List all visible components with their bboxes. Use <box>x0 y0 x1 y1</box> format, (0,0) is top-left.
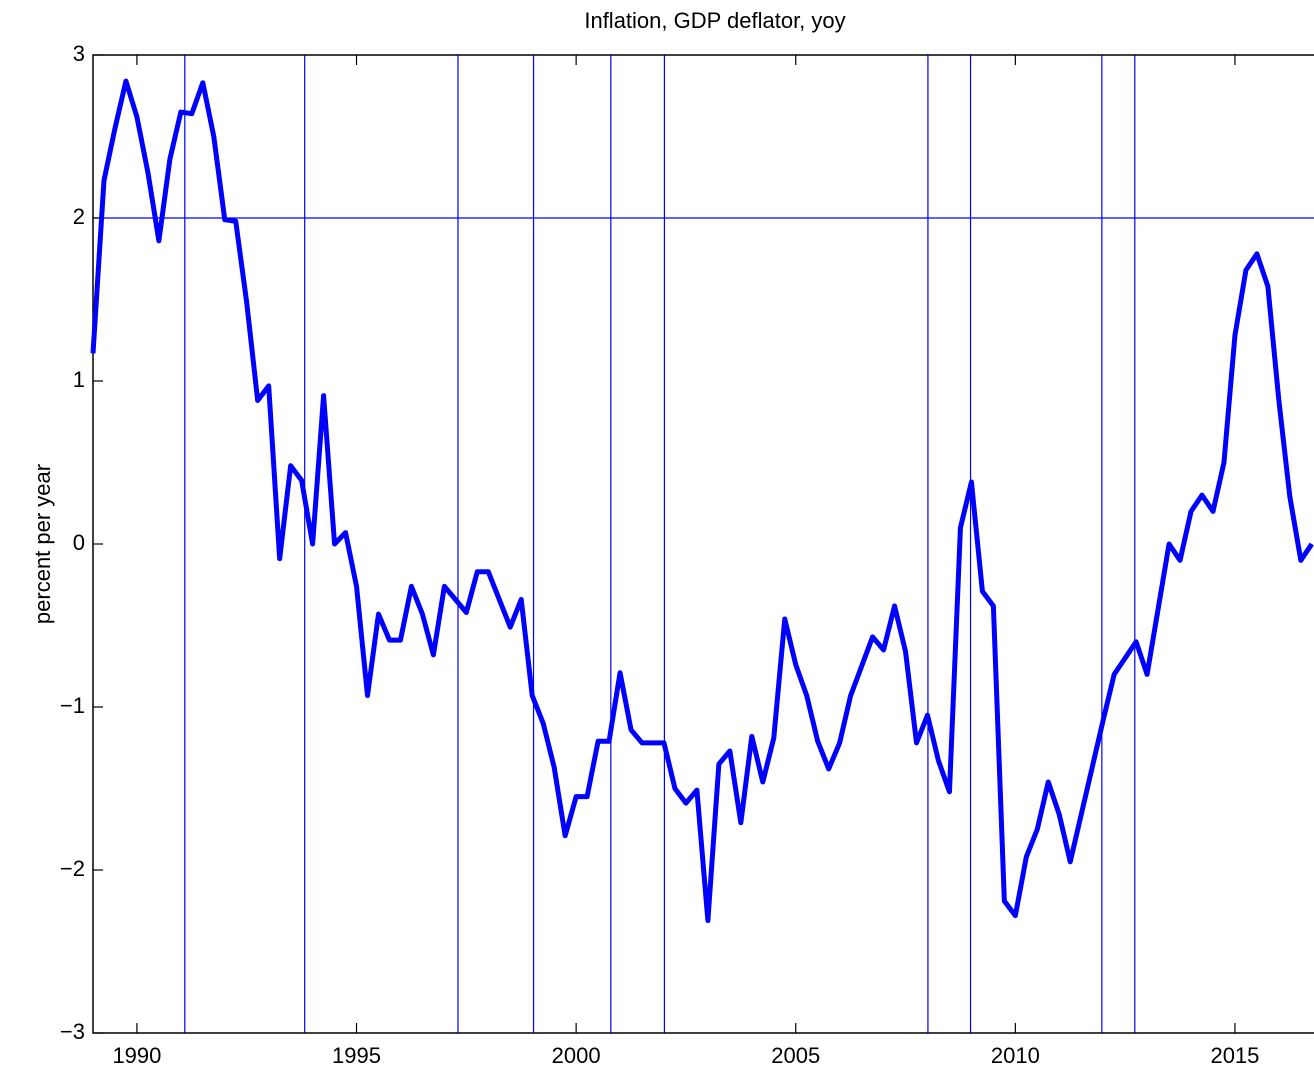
y-tick-label: 2 <box>73 204 85 229</box>
x-tick-label: 1990 <box>112 1043 161 1068</box>
chart-title: Inflation, GDP deflator, yoy <box>584 8 845 33</box>
data-line <box>90 78 1314 924</box>
y-tick-label: −1 <box>60 693 85 718</box>
x-tick-label: 1995 <box>332 1043 381 1068</box>
y-tick-label: −2 <box>60 856 85 881</box>
y-axis-label: percent per year <box>30 464 55 624</box>
x-tick-label: 2000 <box>552 1043 601 1068</box>
y-tick-label: 3 <box>73 41 85 66</box>
y-tick-label: 0 <box>73 530 85 555</box>
x-tick-label: 2005 <box>771 1043 820 1068</box>
y-tick-label: 1 <box>73 367 85 392</box>
x-tick-label: 2010 <box>991 1043 1040 1068</box>
x-tick-label: 2015 <box>1210 1043 1259 1068</box>
y-tick-label: −3 <box>60 1019 85 1044</box>
axes-frame <box>92 54 1314 1034</box>
